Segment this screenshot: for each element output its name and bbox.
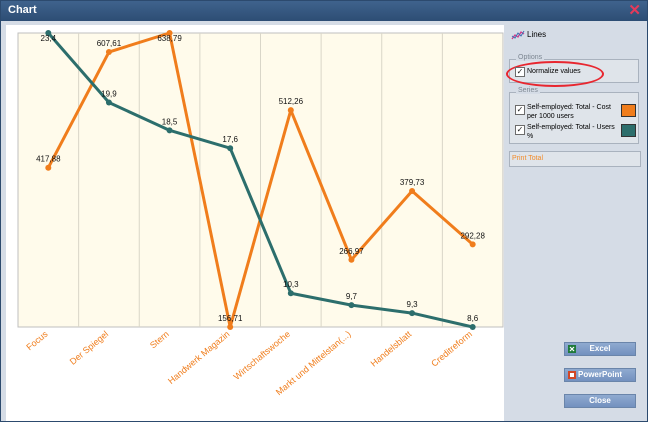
series-2-data-label: 19,9 [101,90,117,99]
series-2-data-label: 23,4 [41,34,57,43]
series-1-data-label: 607,61 [97,39,122,48]
series-2-point [348,302,355,309]
excel-button[interactable]: Excel [564,342,636,356]
series-2-data-label: 18,5 [162,117,178,126]
series-1-data-label: 156,71 [218,314,243,323]
series-1-color-swatch[interactable] [621,104,636,117]
series-2-data-label: 10,3 [283,280,299,289]
series-1-point [348,256,355,263]
series-2-color-swatch[interactable] [621,124,636,137]
chart-type-label: Lines [527,30,547,39]
category-tick-label: Der Spiegel [68,329,110,367]
line-chart-icon [511,30,525,40]
series-1-point [409,187,416,194]
series-2-point [45,30,52,36]
chart-panel: 417,88 607,61 638,79 156,71 512,26 266,97 379,… [6,25,504,421]
series-1-data-label: 266,97 [339,247,364,256]
series-2-checkbox[interactable]: ✓ [515,125,525,135]
powerpoint-icon [568,371,576,379]
excel-icon [568,345,576,353]
highlight-oval [506,61,604,87]
normalize-label: Normalize values [527,68,581,75]
series-1-point [287,107,294,114]
close-icon[interactable]: ✕ [628,2,641,19]
series-1-point [105,49,112,56]
series-1-checkbox[interactable]: ✓ [515,105,525,115]
print-total-link[interactable]: Print Total [509,151,641,167]
series-2-point [469,324,476,330]
category-tick-label: Focus [24,329,50,353]
series-2-data-label: 9,3 [407,300,419,309]
title-bar: Chart ✕ [1,1,647,21]
series-2-data-label: 9,7 [346,292,358,301]
close-button[interactable]: Close [564,394,636,408]
close-button-label: Close [589,396,611,405]
series-1-data-label: 292,28 [460,231,485,240]
series-2-point [105,99,112,106]
category-tick-label: Handelsblatt [369,329,414,369]
category-tick-label: Wirtschaftswoche [232,329,292,382]
options-group-label: Options [516,54,545,61]
series-2-point [227,145,234,152]
powerpoint-button-label: PowerPoint [577,370,622,379]
series-2-data-label: 17,6 [222,135,238,144]
series-1-label: Self-employed: Total - Cost per 1000 use… [527,104,611,120]
powerpoint-button[interactable]: PowerPoint [564,368,636,382]
series-2-line [47,32,474,329]
series-1-data-label: 638,79 [157,34,182,43]
series-1-data-label: 512,26 [279,97,304,106]
series-2-point [166,127,173,134]
series-1-point [469,241,476,248]
series-group: Series ✓ Self-employed: Total - Cost per… [509,87,639,144]
series-1-data-label: 417,88 [36,155,61,164]
series-group-label: Series [516,87,540,94]
normalize-checkbox[interactable]: ✓ [515,67,525,77]
category-tick-label: Stern [148,329,171,350]
category-tick-label: Handwerk Magazin [166,329,231,386]
line-chart: 417,88 607,61 638,79 156,71 512,26 266,97 379,… [17,30,504,397]
category-tick-label: Creditreform [429,329,474,369]
series-2-data-label: 8,6 [467,314,479,323]
series-1-data-label: 379,73 [400,178,425,187]
series-2-point [409,310,416,317]
options-group: Options ✓ Normalize values [506,54,639,87]
excel-button-label: Excel [589,344,611,353]
series-2-point [287,290,294,297]
side-panel: Lines Options ✓ Normalize values Series … [506,23,647,421]
series-1-point [227,324,234,330]
window-title: Chart [8,4,37,16]
series-1-point [166,30,173,36]
series-2-label: Self-employed: Total - Users % [527,124,615,140]
series-1-point [45,164,52,171]
